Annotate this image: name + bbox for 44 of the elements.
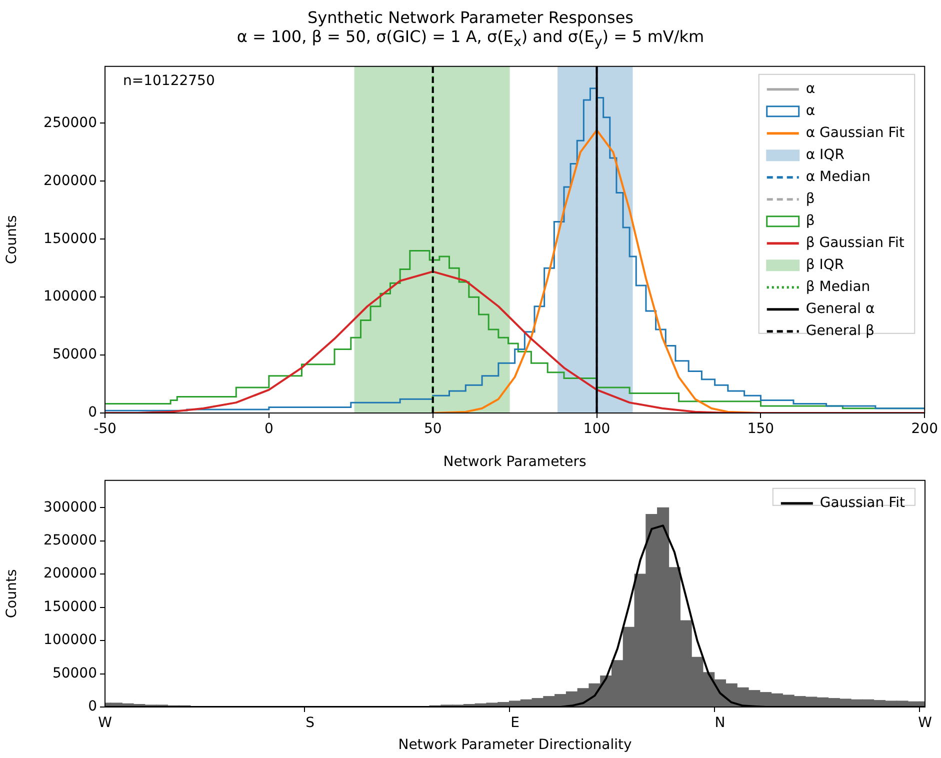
legend-label: α IQR <box>806 147 845 164</box>
legend-label: α Median <box>806 169 870 186</box>
x-tick-label: N <box>714 715 726 732</box>
y-tick-label: 50000 <box>52 665 97 682</box>
legend-label: α <box>806 81 816 98</box>
legend-label: General α <box>806 301 875 318</box>
legend-label: α <box>806 103 816 120</box>
y-tick-label: 300000 <box>44 499 97 516</box>
y-tick-label: 0 <box>88 698 97 715</box>
y-axis-title: Counts <box>4 215 20 264</box>
chart-subtitle: α = 100, β = 50, σ(GIC) = 1 A, σ(E$_{x}$) and σ(E$_{y}$) = 5 mV/km <box>236 27 704 50</box>
y-tick-label: 200000 <box>44 566 97 582</box>
x-tick-label: 100 <box>583 421 610 438</box>
legend-label: β Gaussian Fit <box>806 235 905 252</box>
y-tick-label: 0 <box>88 404 97 421</box>
legend-label: β <box>806 213 815 230</box>
y-tick-label: 100000 <box>44 632 97 648</box>
legend-label: General β <box>806 323 874 340</box>
x-tick-label: 150 <box>747 421 774 438</box>
x-tick-label: 200 <box>911 421 938 438</box>
y-tick-label: 200000 <box>44 172 97 189</box>
y-tick-label: 50000 <box>52 346 97 363</box>
x-tick-label: W <box>918 715 932 732</box>
x-axis-title: Network Parameter Directionality <box>398 737 632 754</box>
y-tick-label: 150000 <box>44 598 97 615</box>
x-tick-label: W <box>98 715 112 732</box>
y-tick-label: 150000 <box>44 230 97 247</box>
x-tick-label: 0 <box>264 421 274 438</box>
legend-label: β Median <box>806 279 870 296</box>
y-axis-title: Counts <box>4 569 20 618</box>
chart-title: Synthetic Network Parameter Responses <box>307 8 634 27</box>
x-axis-title: Network Parameters <box>443 454 586 470</box>
x-tick-label: 50 <box>424 421 442 438</box>
legend-label: β <box>806 191 815 208</box>
legend-label: β IQR <box>806 257 844 274</box>
legend-label: Gaussian Fit <box>820 495 906 512</box>
y-tick-label: 250000 <box>44 114 97 131</box>
annotation: n=10122750 <box>123 73 215 90</box>
y-tick-label: 100000 <box>44 288 97 305</box>
legend-label: α Gaussian Fit <box>806 125 906 142</box>
x-tick-label: S <box>306 715 315 732</box>
x-tick-label: E <box>510 715 520 732</box>
x-tick-label: -50 <box>94 421 116 438</box>
y-tick-label: 250000 <box>44 532 97 549</box>
